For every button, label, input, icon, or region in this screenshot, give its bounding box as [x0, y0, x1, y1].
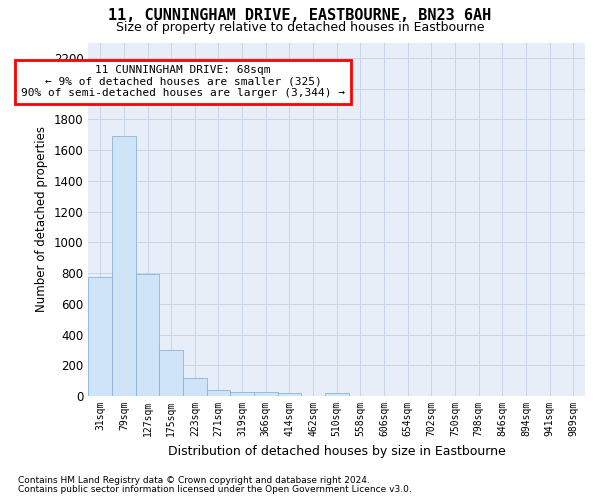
Bar — [183, 378, 206, 396]
Text: Contains public sector information licensed under the Open Government Licence v3: Contains public sector information licen… — [18, 485, 412, 494]
Bar — [136, 274, 160, 396]
Bar — [230, 392, 254, 396]
Bar — [278, 393, 301, 396]
Text: 11, CUNNINGHAM DRIVE, EASTBOURNE, BN23 6AH: 11, CUNNINGHAM DRIVE, EASTBOURNE, BN23 6… — [109, 8, 491, 22]
Bar — [325, 393, 349, 396]
X-axis label: Distribution of detached houses by size in Eastbourne: Distribution of detached houses by size … — [168, 444, 506, 458]
Text: 11 CUNNINGHAM DRIVE: 68sqm
← 9% of detached houses are smaller (325)
90% of semi: 11 CUNNINGHAM DRIVE: 68sqm ← 9% of detac… — [21, 65, 345, 98]
Bar — [254, 392, 278, 396]
Bar — [160, 350, 183, 396]
Text: Size of property relative to detached houses in Eastbourne: Size of property relative to detached ho… — [116, 21, 484, 34]
Y-axis label: Number of detached properties: Number of detached properties — [35, 126, 48, 312]
Text: Contains HM Land Registry data © Crown copyright and database right 2024.: Contains HM Land Registry data © Crown c… — [18, 476, 370, 485]
Bar — [112, 136, 136, 396]
Bar — [88, 277, 112, 396]
Bar — [206, 390, 230, 396]
